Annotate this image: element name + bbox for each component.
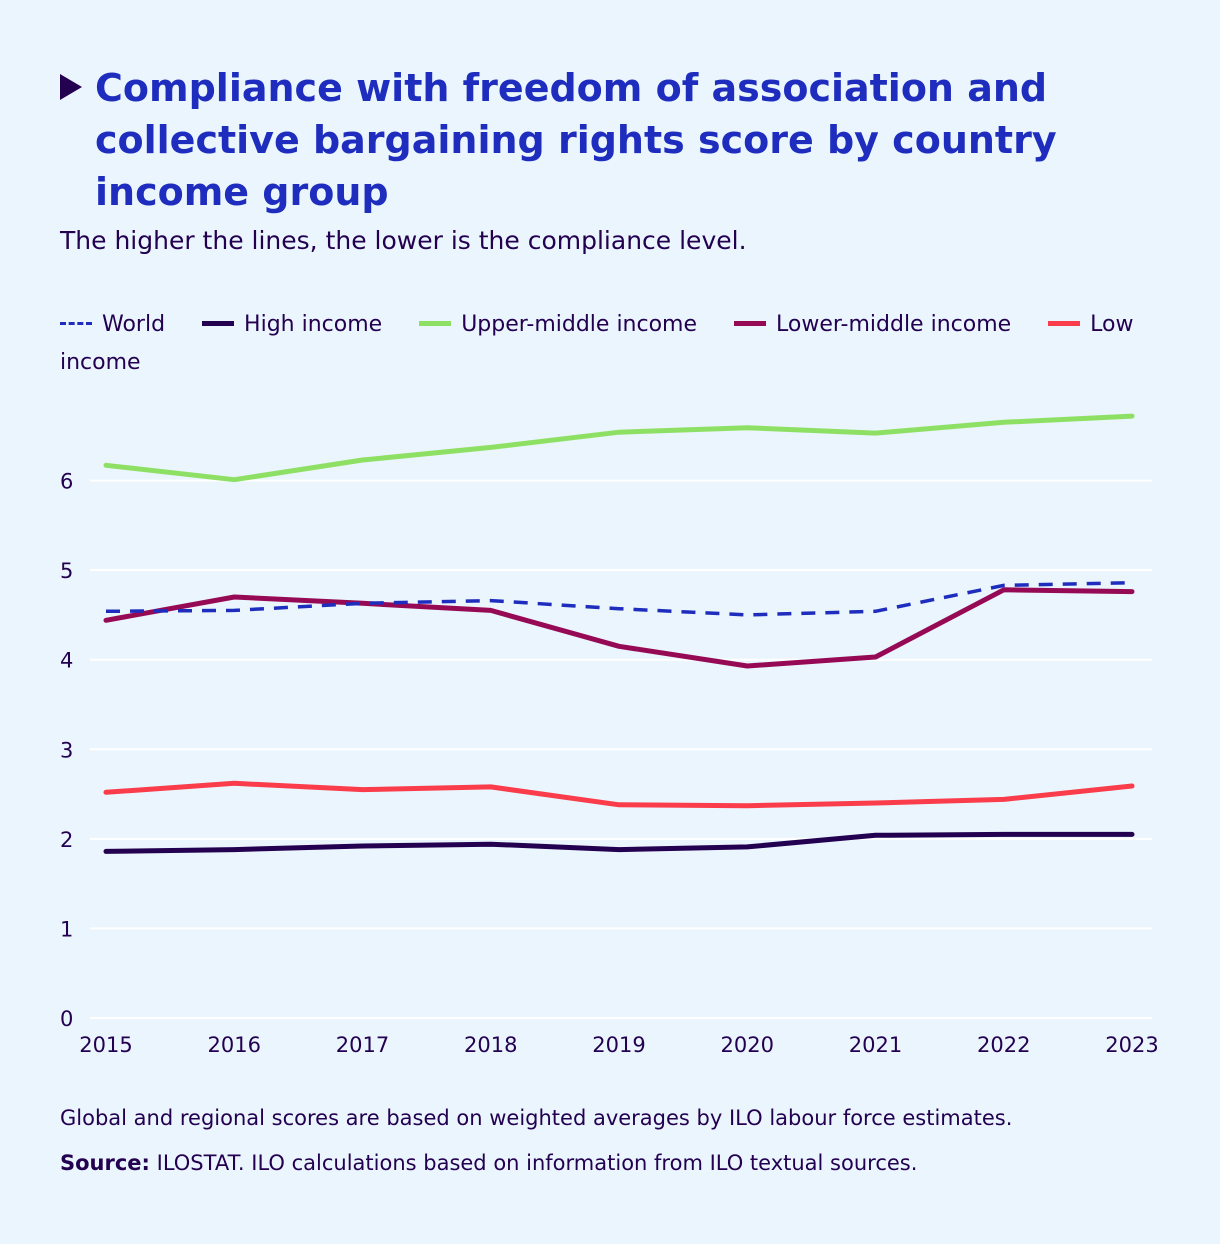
legend-swatch (1048, 320, 1081, 326)
y-tick-label: 5 (60, 559, 73, 583)
x-tick-label: 2023 (1105, 1033, 1158, 1057)
legend-label: High income (244, 312, 383, 337)
y-tick-label: 1 (60, 917, 73, 941)
legend-label: Upper-middle income (461, 312, 698, 337)
y-axis-ticks: 0 1 2 3 4 5 6 (60, 470, 73, 1031)
x-tick-label: 2022 (977, 1033, 1030, 1057)
legend-label: Low income (60, 312, 1134, 375)
series-line-low-income (103, 780, 1135, 809)
legend-label: Lower-middle income (776, 312, 1012, 337)
x-tick-label: 2020 (721, 1033, 774, 1057)
x-tick-label: 2017 (336, 1033, 389, 1057)
line-chart: 0 1 2 3 4 5 6 2015 2016 2017 2018 2019 2020 2021 2022… (60, 413, 1159, 1057)
x-tick-label: 2016 (208, 1033, 261, 1057)
chart-title: Compliance with freedom of association a… (95, 66, 1057, 214)
series-line-world (105, 580, 1133, 617)
series-line-upper-middle-income (103, 413, 1135, 483)
x-tick-label: 2019 (592, 1033, 645, 1057)
legend-item-low-income: Low income (60, 312, 1133, 375)
x-tick-label: 2021 (849, 1033, 902, 1057)
legend-label: World (102, 312, 166, 337)
chart-subtitle: The higher the lines, the lower is the c… (60, 226, 747, 255)
source-note: Source: ILOSTAT. ILO calculations based … (60, 1151, 917, 1175)
series-lines (103, 413, 1135, 854)
triangle-marker-icon (60, 74, 82, 100)
y-tick-label: 0 (60, 1007, 73, 1031)
y-tick-label: 4 (60, 649, 73, 673)
legend: World High income Upper-middle income Lo… (60, 306, 1160, 382)
series-line-lower-middle-income (103, 587, 1135, 669)
legend-swatch (734, 320, 767, 326)
source-text: ILOSTAT. ILO calculations based on infor… (149, 1151, 918, 1175)
title-block: Compliance with freedom of association a… (60, 62, 1170, 218)
y-tick-label: 3 (60, 738, 73, 762)
y-tick-label: 2 (60, 828, 73, 852)
source-label: Source: (60, 1151, 150, 1175)
gridlines (90, 479, 1152, 1019)
legend-item-upper-middle-income: Upper-middle income (419, 312, 697, 337)
legend-swatch (202, 320, 235, 326)
legend-item-high-income: High income (202, 312, 382, 337)
legend-swatch (419, 320, 452, 326)
legend-item-lower-middle-income: Lower-middle income (734, 312, 1011, 337)
legend-swatch (60, 321, 92, 325)
x-tick-label: 2018 (464, 1033, 517, 1057)
legend-item-world: World (60, 312, 165, 337)
footnote: Global and regional scores are based on … (60, 1106, 1013, 1130)
y-tick-label: 6 (60, 470, 73, 494)
x-tick-label: 2015 (79, 1033, 132, 1057)
series-line-high-income (103, 831, 1135, 854)
x-axis-ticks: 2015 2016 2017 2018 2019 2020 2021 2022 2023 (79, 1033, 1158, 1057)
